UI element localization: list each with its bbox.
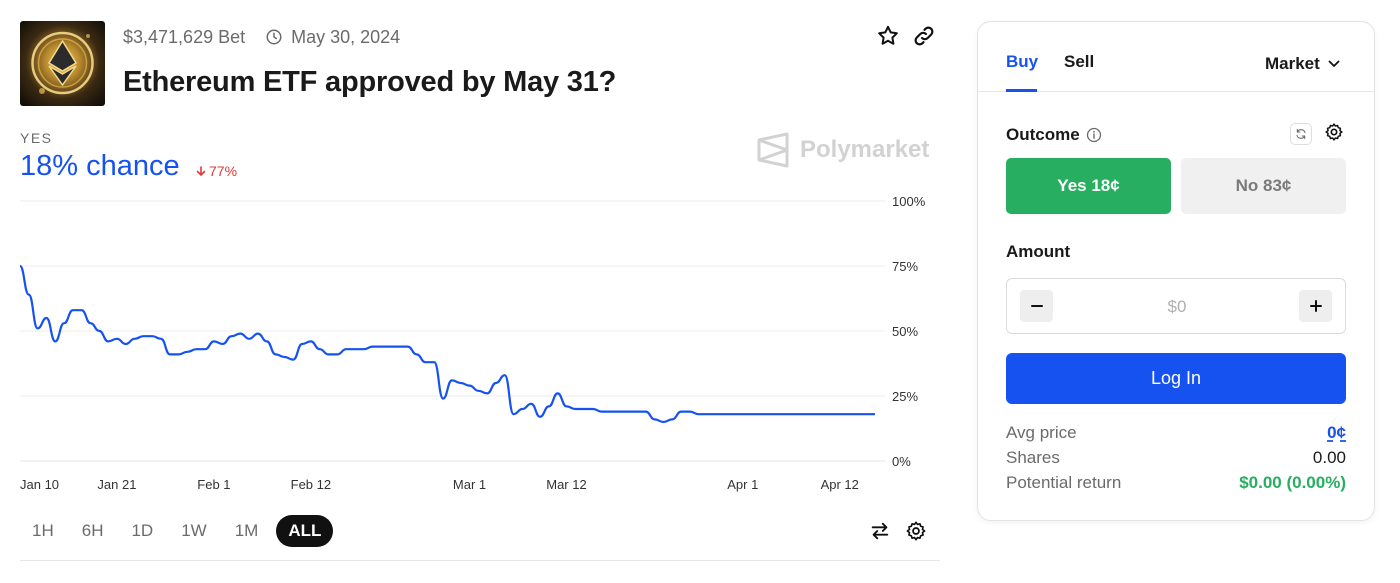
outcome-heading: Outcome — [1006, 125, 1102, 145]
change-badge: 77% — [196, 163, 237, 179]
y-tick-label: 75% — [892, 259, 918, 274]
tab-sell[interactable]: Sell — [1064, 52, 1095, 71]
link-icon[interactable] — [912, 24, 936, 48]
market-thumbnail[interactable] — [20, 21, 105, 106]
shares-label: Shares — [1006, 448, 1060, 467]
trade-panel: Buy Sell Market Outcome Yes 18¢ No 83¢ A… — [977, 21, 1375, 521]
avg-price-row: Avg price 0¢ — [1006, 423, 1346, 443]
minus-icon — [1030, 305, 1043, 307]
potential-return-row: Potential return $0.00 (0.00%) — [1006, 473, 1346, 493]
market-actions — [876, 24, 936, 48]
shares-value: 0.00 — [1312, 448, 1346, 467]
order-type-value: Market — [1265, 54, 1320, 73]
chart-actions — [869, 520, 927, 542]
range-1d-button[interactable]: 1D — [121, 515, 163, 547]
y-tick-label: 50% — [892, 324, 918, 339]
range-all-button[interactable]: ALL — [276, 515, 334, 547]
range-1w-button[interactable]: 1W — [171, 515, 217, 547]
active-tab-indicator — [1006, 89, 1037, 92]
watermark-text: Polymarket — [800, 136, 930, 163]
potential-return-value: $0.00 (0.00%) — [1239, 473, 1346, 492]
market-meta: $3,471,629 Bet May 30, 2024 — [123, 26, 400, 48]
series-line-yes — [18, 264, 875, 424]
refresh-button[interactable] — [1290, 123, 1312, 145]
x-tick-label: Apr 1 — [727, 477, 758, 492]
yes-outcome-button[interactable]: Yes 18¢ — [1006, 158, 1171, 214]
increase-amount-button[interactable] — [1299, 290, 1332, 322]
x-tick-label: Jan 21 — [97, 477, 136, 492]
avg-price-label: Avg price — [1006, 423, 1077, 442]
y-tick-label: 0% — [892, 454, 911, 469]
polymarket-logo-icon — [757, 132, 789, 168]
potential-return-label: Potential return — [1006, 473, 1122, 492]
login-button[interactable]: Log In — [1006, 353, 1346, 404]
y-tick-label: 25% — [892, 389, 918, 404]
x-tick-label: Mar 12 — [546, 477, 586, 492]
refresh-icon — [1296, 128, 1306, 140]
outcome-label: YES — [20, 130, 53, 146]
end-date-text: May 30, 2024 — [291, 26, 401, 47]
decrease-amount-button[interactable] — [1020, 290, 1053, 322]
tab-buy[interactable]: Buy — [1006, 52, 1039, 71]
chevron-down-icon — [1328, 60, 1340, 67]
no-outcome-button[interactable]: No 83¢ — [1181, 158, 1346, 214]
x-tick-label: Mar 1 — [453, 477, 486, 492]
info-icon[interactable] — [1086, 127, 1102, 143]
volume-text: $3,471,629 Bet — [123, 26, 246, 47]
clock-icon — [266, 29, 282, 45]
trade-tabs: Buy Sell Market — [978, 22, 1374, 92]
x-tick-label: Feb 1 — [197, 477, 230, 492]
shares-row: Shares 0.00 — [1006, 448, 1346, 468]
ethereum-coin-image — [31, 31, 94, 95]
amount-label: Amount — [1006, 242, 1071, 261]
order-type-dropdown[interactable]: Market — [1265, 54, 1340, 74]
polymarket-watermark: Polymarket — [756, 132, 929, 168]
amount-input[interactable] — [1067, 293, 1287, 321]
avg-price-value[interactable]: 0¢ — [1327, 423, 1346, 442]
x-tick-label: Apr 12 — [821, 477, 859, 492]
x-tick-label: Jan 10 — [20, 477, 59, 492]
range-6h-button[interactable]: 6H — [72, 515, 114, 547]
market-title: Ethereum ETF approved by May 31? — [123, 66, 617, 98]
chance-value: 18% chance — [20, 150, 180, 182]
y-tick-label: 100% — [892, 194, 926, 209]
trade-settings-gear-icon[interactable] — [1324, 122, 1344, 142]
outcome-heading-label: Outcome — [1006, 125, 1080, 144]
range-1h-button[interactable]: 1H — [22, 515, 64, 547]
range-1m-button[interactable]: 1M — [225, 515, 269, 547]
arrow-down-icon — [196, 165, 206, 176]
divider — [20, 560, 940, 561]
gear-icon[interactable] — [905, 520, 927, 542]
x-tick-label: Feb 12 — [291, 477, 331, 492]
change-value: 77% — [209, 163, 238, 179]
plus-icon — [1309, 300, 1322, 312]
time-range-selector: 1H 6H 1D 1W 1M ALL — [22, 515, 334, 547]
amount-stepper — [1006, 278, 1346, 334]
price-chart[interactable]: 100% 75% 50% 25% 0% Jan 10 Jan 21 Feb 1 Feb 12 Ma… — [0, 185, 950, 495]
star-icon[interactable] — [876, 24, 900, 48]
swap-arrows-icon[interactable] — [869, 520, 891, 542]
